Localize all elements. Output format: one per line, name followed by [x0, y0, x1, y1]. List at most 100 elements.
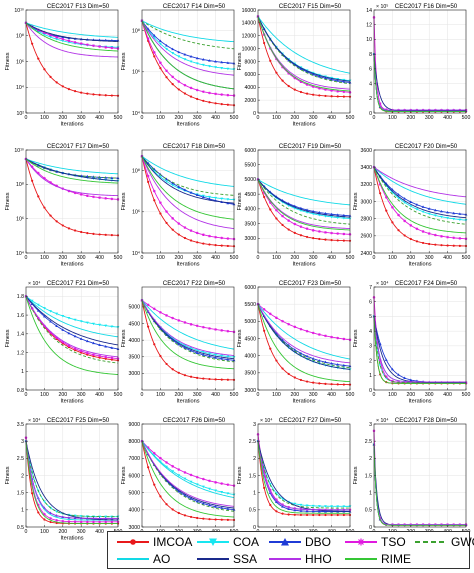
marker-imcoa: [305, 235, 309, 239]
y-tick-label: 3500: [244, 371, 256, 377]
x-tick-label: 100: [272, 392, 281, 398]
y-tick-label: 7000: [128, 456, 140, 462]
marker-imcoa: [293, 513, 296, 516]
marker-coa: [324, 215, 327, 218]
y-tick-label: 10: [366, 37, 372, 43]
marker-imcoa: [189, 375, 193, 378]
x-tick-label: 200: [58, 392, 67, 398]
x-tick-label: 200: [406, 255, 415, 261]
marker-tso: [293, 325, 297, 329]
y-tick-label: 2600: [360, 234, 372, 240]
marker-imcoa: [165, 503, 168, 506]
panel-title: CEC2017 F26 Dim=50: [163, 417, 226, 424]
panel-title: CEC2017 F14 Dim=50: [163, 3, 226, 10]
series-line-tso: [25, 437, 118, 523]
marker-tso: [311, 228, 315, 232]
series-line-ssa: [141, 300, 235, 360]
marker-dbo: [61, 328, 65, 331]
marker-coa: [183, 477, 187, 481]
marker-tso: [324, 88, 327, 91]
x-axis-label: Iterations: [292, 399, 315, 405]
x-tick-label: 0: [25, 255, 28, 261]
marker-imcoa: [318, 382, 321, 385]
series-line-rime: [373, 54, 466, 112]
marker-dbo: [324, 360, 327, 364]
x-tick-label: 400: [211, 115, 220, 121]
marker-imcoa: [86, 353, 89, 356]
series-line-dbo: [257, 303, 351, 367]
y-tick-label: 10⁶: [16, 216, 24, 222]
series-line-rime: [25, 22, 119, 52]
x-axis-label: Iterations: [60, 262, 83, 268]
y-tick-label: 0: [253, 111, 256, 117]
marker-coa: [171, 52, 175, 55]
marker-tso: [214, 92, 217, 96]
legend-item-imcoa: IMCOA: [116, 534, 192, 550]
series-line-ssa: [257, 179, 351, 218]
marker-tso: [336, 89, 340, 93]
x-tick-label: 0: [25, 115, 28, 121]
series-line-ao: [373, 166, 467, 205]
marker-tso: [30, 165, 34, 168]
x-tick-label: 0: [25, 392, 28, 398]
x-axis-label: Iterations: [176, 399, 199, 405]
marker-tso: [195, 324, 199, 328]
marker-imcoa: [379, 192, 382, 195]
marker-dbo: [208, 354, 211, 358]
y-tick-label: 4000: [128, 338, 140, 344]
marker-tso: [146, 174, 150, 178]
y-tick-label: 6000: [244, 285, 256, 291]
series-line-dbo: [25, 296, 119, 350]
y-tick-label: 0: [253, 525, 256, 531]
marker-imcoa: [275, 359, 278, 362]
marker-dbo: [281, 338, 284, 342]
series-line-ao: [141, 20, 235, 43]
marker-imcoa: [31, 42, 34, 45]
marker-tso: [330, 231, 333, 235]
marker-imcoa: [336, 513, 339, 517]
marker-tso: [220, 236, 224, 240]
x-tick-label: 500: [114, 115, 123, 121]
y-tick-label: 5500: [244, 163, 256, 169]
legend-swatch: [197, 538, 229, 546]
marker-tso: [311, 85, 315, 88]
marker-imcoa: [55, 81, 58, 84]
marker-imcoa: [189, 95, 193, 98]
marker-dbo: [415, 203, 419, 206]
series-line-ssa: [373, 166, 467, 219]
y-tick-label: 4500: [244, 336, 256, 342]
marker-tso: [73, 347, 77, 350]
series-line-gwo: [373, 166, 467, 225]
legend-label: IMCOA: [153, 535, 193, 549]
series-line-ssa: [141, 155, 235, 204]
y-tick-label: 6: [369, 300, 372, 306]
marker-coa: [214, 489, 217, 492]
series-line-ao: [25, 296, 119, 338]
y-tick-label: 6: [369, 67, 372, 73]
marker-imcoa: [342, 239, 345, 242]
marker-dbo: [73, 334, 77, 338]
marker-imcoa: [318, 94, 321, 97]
marker-imcoa: [98, 356, 101, 359]
marker-coa: [159, 42, 162, 46]
y-tick-label: 2: [369, 456, 372, 462]
marker-dbo: [92, 341, 95, 345]
x-tick-label: 300: [425, 255, 434, 261]
marker-tso: [378, 182, 382, 186]
panel-title: CEC2017 F22 Dim=50: [163, 280, 226, 287]
panel-title: CEC2017 F18 Dim=50: [163, 143, 226, 150]
marker-imcoa: [324, 238, 327, 241]
marker-tso: [36, 503, 40, 507]
marker-imcoa: [159, 354, 162, 358]
x-tick-label: 400: [95, 255, 104, 261]
marker-tso: [202, 325, 205, 329]
x-tick-label: 0: [373, 115, 376, 121]
x-tick-label: 200: [406, 392, 415, 398]
marker-tso: [165, 314, 168, 317]
series-line-hho: [373, 444, 466, 526]
x-tick-label: 500: [462, 392, 471, 398]
axis-exponent: × 10⁵: [376, 4, 388, 10]
y-tick-label: 0.5: [17, 525, 24, 531]
panel-f23: CEC2017 F23 Dim=50 0 100 200 300 400 500 3000 35…: [237, 280, 354, 405]
series-line-dbo: [373, 166, 467, 215]
